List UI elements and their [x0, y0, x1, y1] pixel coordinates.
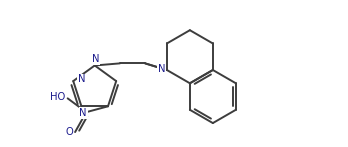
Text: N: N [78, 75, 86, 85]
Text: N: N [79, 108, 87, 118]
Text: HO: HO [50, 92, 65, 102]
Text: O: O [66, 127, 73, 137]
Text: N: N [92, 54, 99, 64]
Text: N: N [158, 64, 165, 74]
